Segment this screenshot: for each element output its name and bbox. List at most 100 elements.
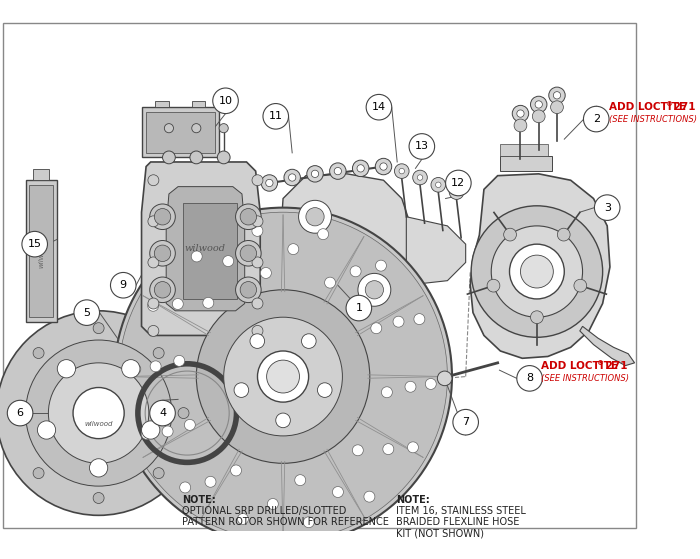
Circle shape <box>535 101 542 108</box>
Text: 2: 2 <box>593 114 600 124</box>
Circle shape <box>454 190 459 195</box>
Circle shape <box>148 325 159 337</box>
Circle shape <box>33 468 44 479</box>
Circle shape <box>353 160 369 177</box>
Circle shape <box>318 229 328 240</box>
Circle shape <box>426 378 436 390</box>
Circle shape <box>375 158 392 175</box>
Polygon shape <box>155 101 169 107</box>
Polygon shape <box>146 112 215 153</box>
Circle shape <box>148 300 159 311</box>
Text: OPTIONAL SRP DRILLED/SLOTTED: OPTIONAL SRP DRILLED/SLOTTED <box>182 506 346 516</box>
Circle shape <box>487 280 500 292</box>
Circle shape <box>22 231 48 257</box>
Text: 14: 14 <box>372 102 386 112</box>
Circle shape <box>180 482 190 493</box>
Circle shape <box>184 419 195 430</box>
Circle shape <box>240 282 257 298</box>
Circle shape <box>438 371 452 386</box>
Circle shape <box>288 244 299 254</box>
Circle shape <box>417 175 423 180</box>
Circle shape <box>154 209 171 225</box>
Circle shape <box>350 266 361 277</box>
Circle shape <box>306 207 324 226</box>
Text: BRAIDED FLEXLINE HOSE: BRAIDED FLEXLINE HOSE <box>396 517 519 527</box>
Circle shape <box>114 207 452 546</box>
Circle shape <box>431 178 446 192</box>
Circle shape <box>532 110 545 123</box>
Circle shape <box>236 204 261 230</box>
Text: 4: 4 <box>159 408 166 418</box>
Text: wilwood: wilwood <box>38 239 44 268</box>
Circle shape <box>594 195 620 220</box>
Circle shape <box>190 151 203 164</box>
Circle shape <box>153 348 164 358</box>
Circle shape <box>7 400 33 426</box>
Polygon shape <box>166 187 245 311</box>
Circle shape <box>357 165 364 172</box>
Circle shape <box>37 421 55 439</box>
Circle shape <box>288 174 296 181</box>
Circle shape <box>531 96 547 113</box>
Circle shape <box>382 387 393 397</box>
Polygon shape <box>141 162 260 335</box>
Circle shape <box>111 272 136 298</box>
Circle shape <box>178 408 189 419</box>
Polygon shape <box>281 174 411 333</box>
Circle shape <box>224 317 342 436</box>
Circle shape <box>330 163 346 179</box>
Circle shape <box>74 300 99 325</box>
Circle shape <box>252 225 263 236</box>
Circle shape <box>380 163 387 170</box>
Circle shape <box>512 105 528 122</box>
Text: (SEE INSTRUCTIONS): (SEE INSTRUCTIONS) <box>540 374 629 383</box>
Circle shape <box>346 295 372 321</box>
Circle shape <box>358 273 391 306</box>
Circle shape <box>414 314 425 325</box>
Circle shape <box>196 290 370 463</box>
Circle shape <box>407 442 419 453</box>
Circle shape <box>371 323 382 334</box>
Circle shape <box>148 257 159 268</box>
Text: 11: 11 <box>269 111 283 121</box>
Circle shape <box>33 348 44 358</box>
Circle shape <box>399 168 405 174</box>
Circle shape <box>574 280 587 292</box>
Text: 5: 5 <box>83 307 90 318</box>
Circle shape <box>352 445 363 456</box>
Polygon shape <box>29 185 53 317</box>
Circle shape <box>203 297 214 309</box>
Text: KIT (NOT SHOWN): KIT (NOT SHOWN) <box>396 528 484 538</box>
Circle shape <box>446 170 471 196</box>
Text: (SEE INSTRUCTIONS): (SEE INSTRUCTIONS) <box>609 116 697 125</box>
Text: 3: 3 <box>603 202 610 212</box>
Circle shape <box>141 429 152 439</box>
Circle shape <box>334 168 342 175</box>
Circle shape <box>267 499 279 509</box>
Text: NOTE:: NOTE: <box>396 495 430 505</box>
Polygon shape <box>183 203 237 299</box>
Circle shape <box>250 334 265 348</box>
Circle shape <box>0 311 201 515</box>
Circle shape <box>366 94 392 120</box>
Text: 271: 271 <box>670 102 696 112</box>
Circle shape <box>236 277 261 302</box>
Circle shape <box>557 228 570 241</box>
Text: ®: ® <box>597 360 604 366</box>
Circle shape <box>531 311 543 324</box>
Text: 13: 13 <box>415 141 429 151</box>
Circle shape <box>266 179 273 187</box>
Circle shape <box>73 387 124 439</box>
Text: ITEM 16, STAINLESS STEEL: ITEM 16, STAINLESS STEEL <box>396 506 526 516</box>
Circle shape <box>471 206 603 337</box>
Circle shape <box>48 363 149 463</box>
Circle shape <box>453 409 479 435</box>
Circle shape <box>549 87 565 103</box>
Circle shape <box>150 361 161 372</box>
Polygon shape <box>470 174 610 358</box>
Circle shape <box>365 281 384 299</box>
Text: PATTERN ROTOR SHOWN FOR REFERENCE: PATTERN ROTOR SHOWN FOR REFERENCE <box>182 517 388 527</box>
Circle shape <box>230 465 241 476</box>
Circle shape <box>510 244 564 299</box>
Circle shape <box>395 164 409 178</box>
